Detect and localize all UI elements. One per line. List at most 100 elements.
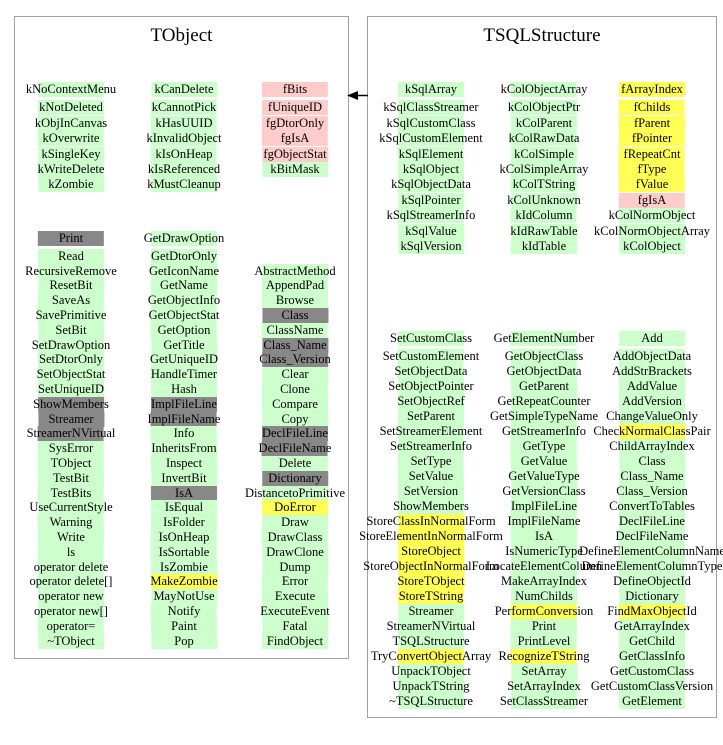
member-cell[interactable]: kIdTable xyxy=(511,239,577,254)
member-cell[interactable]: Paint xyxy=(150,618,217,634)
member-cell[interactable]: GetObjectStat xyxy=(149,308,219,323)
member-cell[interactable]: SetType xyxy=(397,454,464,469)
member-cell[interactable]: ~TSQLStructure xyxy=(389,694,473,709)
member-cell[interactable]: Class_Version xyxy=(259,352,331,368)
member-cell[interactable]: SavePrimitive xyxy=(36,308,106,323)
member-cell[interactable]: SysError xyxy=(37,441,104,457)
member-cell[interactable]: DrawClone xyxy=(262,544,328,560)
member-cell[interactable]: kSingleKey xyxy=(38,146,104,162)
member-cell[interactable]: GetOption xyxy=(151,322,217,338)
member-cell[interactable]: SetParent xyxy=(397,409,464,424)
member-cell[interactable]: operator delete xyxy=(34,559,108,575)
member-cell[interactable]: CheckNormalClassPair xyxy=(593,424,711,439)
member-cell[interactable]: fRepeatCnt xyxy=(619,146,685,162)
member-cell[interactable]: kWriteDelete xyxy=(38,162,104,177)
member-cell[interactable]: SaveAs xyxy=(37,293,104,309)
member-cell[interactable]: Info xyxy=(150,426,217,442)
member-cell[interactable]: Compare xyxy=(261,396,328,412)
member-cell[interactable]: GetCustomClass xyxy=(610,664,694,679)
member-cell[interactable]: ImplFileName xyxy=(508,514,580,529)
member-cell[interactable]: operator delete[] xyxy=(30,574,112,590)
member-cell[interactable]: operator= xyxy=(37,618,104,634)
member-cell[interactable]: GetParent xyxy=(510,379,577,394)
member-cell[interactable]: SetArray xyxy=(511,664,577,679)
member-cell[interactable]: GetRepeatCounter xyxy=(497,394,591,409)
member-cell[interactable]: fgIsA xyxy=(262,131,328,147)
member-cell[interactable]: Fatal xyxy=(262,618,328,634)
member-cell[interactable]: SetObjectPointer xyxy=(388,379,474,394)
member-cell[interactable]: operator new xyxy=(37,589,104,605)
member-cell[interactable]: fArrayIndex xyxy=(619,82,685,97)
member-cell[interactable]: Write xyxy=(38,530,104,545)
member-cell[interactable]: GetObjectClass xyxy=(505,349,583,364)
member-cell[interactable]: FindMaxObjectId xyxy=(607,604,697,619)
member-cell[interactable]: Class xyxy=(262,308,328,323)
member-cell[interactable]: kSqlStreamerInfo xyxy=(387,208,475,224)
member-cell[interactable]: SetCustomElement xyxy=(383,349,479,364)
member-cell[interactable]: SetCustomClass xyxy=(390,331,472,346)
member-cell[interactable]: FindObject xyxy=(262,633,328,649)
member-cell[interactable]: RecognizeTString xyxy=(499,649,589,664)
member-cell[interactable]: TestBit xyxy=(38,470,104,486)
member-cell[interactable]: Execute xyxy=(261,589,328,605)
member-cell[interactable]: kMustCleanup xyxy=(147,177,221,193)
member-cell[interactable]: kSqlArray xyxy=(397,82,464,97)
member-cell[interactable]: DefineElementColumnName xyxy=(579,544,723,559)
member-cell[interactable]: GetElementNumber xyxy=(494,331,594,346)
member-cell[interactable]: fgIsA xyxy=(619,192,685,208)
member-cell[interactable]: GetValue xyxy=(510,454,577,469)
member-cell[interactable]: SetClassStreamer xyxy=(500,694,588,709)
member-cell[interactable]: fChilds xyxy=(619,100,685,116)
member-cell[interactable]: SetStreamerElement xyxy=(380,424,482,439)
class-title[interactable]: TObject xyxy=(150,25,213,46)
member-cell[interactable]: kIdColumn xyxy=(510,208,577,224)
member-cell[interactable]: Streamer xyxy=(398,604,464,619)
member-cell[interactable]: SetObjectData xyxy=(395,364,467,379)
member-cell[interactable]: ImplFileLine xyxy=(151,396,217,412)
member-cell[interactable]: kNoContextMenu xyxy=(26,82,116,97)
member-cell[interactable]: fParent xyxy=(618,115,685,131)
member-cell[interactable]: operator new[] xyxy=(34,604,108,619)
member-cell[interactable]: AbstractMethod xyxy=(254,263,336,279)
member-cell[interactable]: SetArrayIndex xyxy=(507,679,581,694)
member-cell[interactable]: GetStreamerInfo xyxy=(502,424,586,439)
member-cell[interactable]: AddValue xyxy=(619,379,685,394)
member-cell[interactable]: LocateElementColumn xyxy=(486,559,602,574)
member-cell[interactable]: StreamerNVirtual xyxy=(27,426,115,442)
member-cell[interactable]: StoreClassInNormalForm xyxy=(366,514,496,529)
member-cell[interactable]: ShowMembers xyxy=(33,396,109,412)
member-cell[interactable]: GetClassInfo xyxy=(619,649,685,664)
member-cell[interactable]: ClassName xyxy=(262,322,328,338)
member-cell[interactable]: InheritsFrom xyxy=(151,441,217,457)
member-cell[interactable]: DeclFileName xyxy=(616,529,688,544)
member-cell[interactable]: GetType xyxy=(510,439,577,454)
member-cell[interactable]: SetBit xyxy=(37,322,104,338)
member-cell[interactable]: kSqlVersion xyxy=(398,239,464,254)
member-cell[interactable]: fValue xyxy=(619,177,685,193)
member-cell[interactable]: kOverwrite xyxy=(37,131,104,147)
member-cell[interactable]: kColNormObjectArray xyxy=(594,223,710,239)
member-cell[interactable]: GetDtorOnly xyxy=(151,248,217,264)
member-cell[interactable]: kObjInCanvas xyxy=(35,115,107,131)
member-cell[interactable]: Add xyxy=(619,331,685,346)
member-cell[interactable]: ExecuteEvent xyxy=(260,604,330,619)
member-cell[interactable]: Read xyxy=(38,248,104,264)
member-cell[interactable]: Class xyxy=(619,454,685,469)
member-cell[interactable]: kColNormObject xyxy=(609,208,695,224)
member-cell[interactable]: GetObjectData xyxy=(507,364,581,379)
member-cell[interactable]: kHasUUID xyxy=(151,115,217,131)
member-cell[interactable]: fType xyxy=(618,162,685,177)
member-cell[interactable]: kSqlObject xyxy=(398,162,464,177)
member-cell[interactable]: GetArrayIndex xyxy=(614,619,690,634)
member-cell[interactable]: StoreObjectInNormalForm xyxy=(363,559,499,574)
member-cell[interactable]: IsA xyxy=(511,529,577,544)
member-cell[interactable]: kSqlCustomElement xyxy=(379,131,483,147)
member-cell[interactable]: IsSortable xyxy=(151,544,217,560)
member-cell[interactable]: Error xyxy=(262,574,328,590)
member-cell[interactable]: Pop xyxy=(150,633,217,649)
member-cell[interactable]: kColSimpleArray xyxy=(500,162,588,177)
member-cell[interactable]: AddStrBrackets xyxy=(612,364,692,379)
member-cell[interactable]: kColObjectPtr xyxy=(508,100,580,116)
member-cell[interactable]: Clone xyxy=(261,382,328,397)
member-cell[interactable]: StoreObject xyxy=(398,544,464,559)
